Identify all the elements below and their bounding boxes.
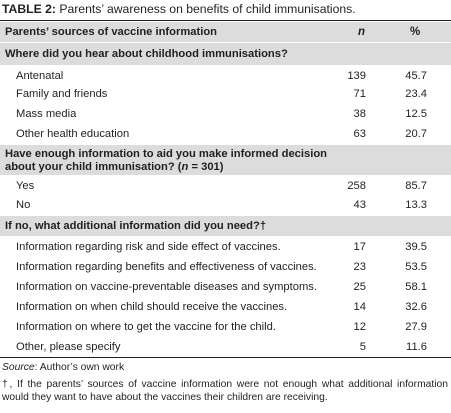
section-3-band: [0, 216, 451, 236]
row-label: Information regarding benefits and effec…: [16, 261, 317, 273]
section-1-band: [0, 43, 451, 65]
row-label: Information on where to get the vaccine …: [16, 321, 276, 333]
row-n: 17: [353, 241, 366, 253]
row-label: Information regarding risk and side effe…: [16, 241, 281, 253]
section-2-band: [0, 145, 451, 175]
row-n: 71: [353, 88, 366, 100]
row-percent: 20.7: [405, 128, 427, 140]
row-n: 258: [347, 180, 366, 192]
section-3-title: If no, what additional information did y…: [5, 220, 267, 232]
bottom-rule: [0, 357, 451, 358]
row-label: Antenatal: [16, 70, 64, 82]
column-header-source: Parents’ sources of vaccine information: [5, 26, 218, 38]
row-n: 25: [353, 281, 366, 293]
row-n: 38: [353, 108, 366, 120]
table-caption: TABLE 2: Parents’ awareness on benefits …: [2, 2, 356, 16]
section-1-title: Where did you hear about childhood immun…: [5, 48, 288, 60]
row-n: 139: [347, 70, 366, 82]
row-label: Other health education: [16, 128, 130, 140]
row-percent: 12.5: [405, 108, 427, 120]
row-percent: 53.5: [405, 261, 427, 273]
row-label: Yes: [16, 180, 35, 192]
row-label: Information on when child should receive…: [16, 301, 288, 313]
row-label: Information on vaccine-preventable disea…: [16, 281, 317, 293]
caption-text: Parents’ awareness on benefits of child …: [55, 2, 356, 16]
row-percent: 39.5: [405, 241, 427, 253]
column-header-percent: %: [410, 26, 421, 38]
row-label: No: [16, 199, 31, 211]
row-n: 23: [353, 261, 366, 273]
row-percent: 23.4: [405, 88, 427, 100]
top-rule: [0, 20, 451, 21]
row-label: Mass media: [16, 108, 77, 120]
table-footnote: †, If the parents’ sources of vaccine in…: [2, 379, 448, 403]
section-2-title-post: = 301): [188, 161, 224, 173]
row-n: 12: [353, 321, 366, 333]
row-n: 43: [353, 199, 366, 211]
row-n: 14: [353, 301, 366, 313]
row-percent: 58.1: [405, 281, 427, 293]
row-label: Other, please specify: [16, 341, 121, 353]
section-2-title-line-2: about your child immunisation? (n = 301): [5, 161, 224, 174]
row-percent: 45.7: [405, 70, 427, 82]
source-text: : Author’s own work: [34, 362, 125, 373]
section-2-title-pre: about your child immunisation? (: [5, 161, 182, 173]
source-label: Source: [2, 362, 35, 373]
row-percent: 11.6: [406, 341, 427, 353]
section-2-title-line-1: Have enough information to aid you make …: [5, 148, 327, 160]
row-percent: 27.9: [405, 321, 427, 333]
column-header-n: n: [358, 26, 366, 38]
row-percent: 13.3: [405, 199, 427, 211]
row-percent: 85.7: [405, 180, 427, 192]
row-n: 63: [353, 128, 366, 140]
table-source: Source: Author’s own work: [2, 362, 124, 373]
row-label: Family and friends: [16, 88, 108, 100]
row-percent: 32.6: [405, 301, 427, 313]
section-2-title-n: n: [181, 161, 189, 173]
caption-label: TABLE 2:: [2, 2, 56, 16]
row-n: 5: [359, 341, 366, 353]
column-header-band: [0, 22, 451, 42]
